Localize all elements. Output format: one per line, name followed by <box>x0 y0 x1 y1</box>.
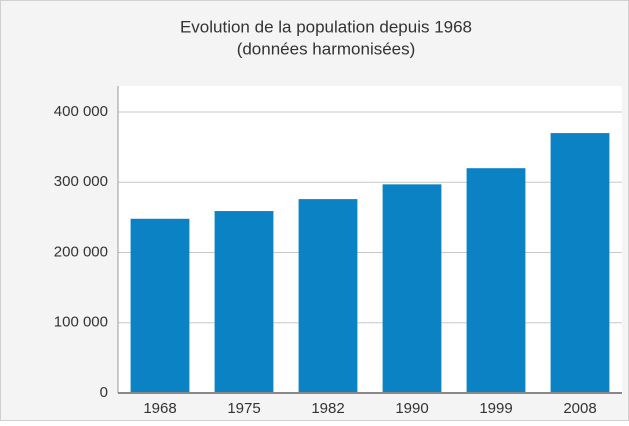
chart-subtitle: (données harmonisées) <box>237 39 416 58</box>
chart-title: Evolution de la population depuis 1968 <box>180 17 472 36</box>
bar <box>382 184 442 393</box>
plot-area <box>118 86 622 393</box>
y-tick-label: 300 000 <box>54 173 108 190</box>
bar <box>466 168 526 393</box>
bar <box>214 211 274 393</box>
x-tick-label: 1982 <box>311 400 344 417</box>
x-tick-label: 1968 <box>143 400 176 417</box>
y-tick-label: 100 000 <box>54 314 108 331</box>
bar <box>130 218 190 393</box>
x-tick-label: 1975 <box>227 400 260 417</box>
y-tick-label: 200 000 <box>54 243 108 260</box>
y-tick-label: 0 <box>100 384 108 401</box>
x-tick-label: 2008 <box>563 400 596 417</box>
bar <box>550 133 610 393</box>
y-tick-label: 400 000 <box>54 103 108 120</box>
x-tick-label: 1999 <box>479 400 512 417</box>
x-tick-label: 1990 <box>395 400 428 417</box>
bar <box>298 199 358 393</box>
